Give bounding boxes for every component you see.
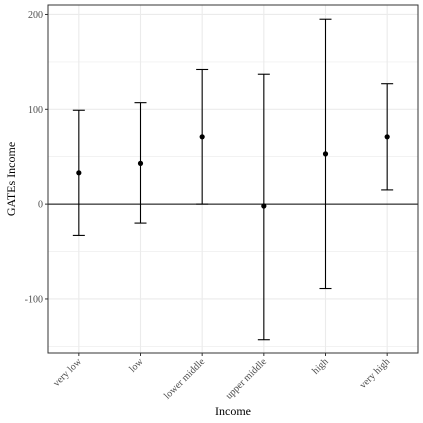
point-estimate: [261, 203, 267, 209]
point-estimate: [199, 134, 205, 140]
x-tick-label: low: [127, 356, 146, 375]
panel-background: [48, 5, 418, 353]
point-estimate: [137, 160, 144, 166]
point-estimate: [322, 151, 329, 157]
point-estimate: [384, 134, 390, 140]
y-axis-title: GATEs Income: [4, 142, 18, 216]
x-tick-label: very high: [358, 356, 393, 391]
y-tick-label: 200: [28, 10, 43, 21]
x-axis: very low low lower middle upper middle high v…: [51, 353, 392, 402]
y-tick-label: -100: [25, 294, 43, 305]
y-tick-label: 0: [38, 200, 43, 211]
y-tick-label: 100: [28, 105, 43, 116]
x-tick-label: lower middle: [162, 356, 208, 402]
panel-border: [47, 4, 419, 354]
x-axis-title: Income: [215, 404, 251, 418]
x-tick-label: high: [310, 356, 330, 376]
x-tick-label: upper middle: [224, 356, 270, 402]
point-estimate: [76, 170, 82, 176]
x-tick-label: very low: [51, 356, 84, 389]
error-bars: [48, 18, 418, 341]
y-axis: -100 0 100 200: [25, 10, 48, 305]
